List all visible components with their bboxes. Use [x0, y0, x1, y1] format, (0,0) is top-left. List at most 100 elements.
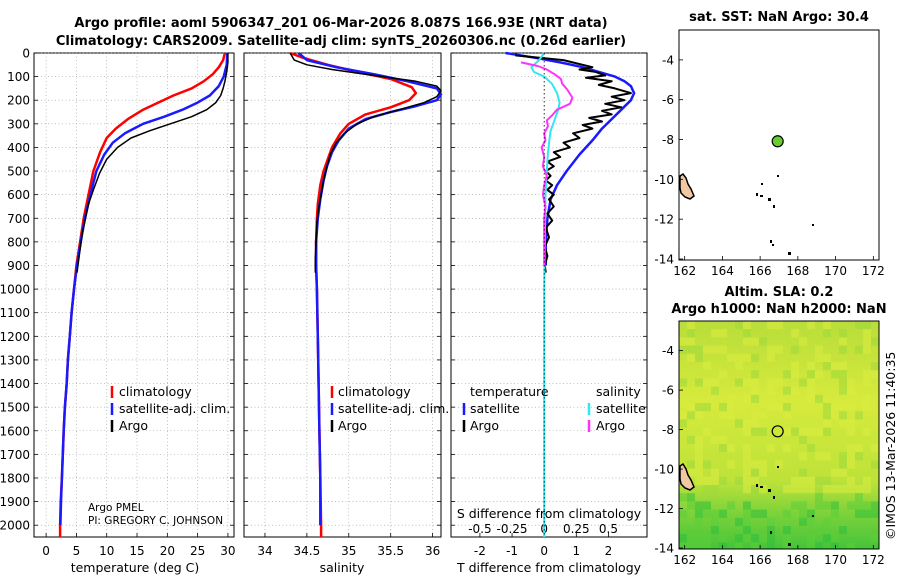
- island-shape: [770, 531, 772, 534]
- sla-cell: [815, 427, 823, 436]
- difference-legend: temperature satellite Argo salinity sate…: [462, 384, 646, 433]
- sla-cell: [871, 337, 879, 346]
- sla-cell: [735, 419, 743, 428]
- sla-cell: [743, 534, 751, 543]
- depth-tick-label: 0: [22, 47, 30, 61]
- sla-cell: [783, 509, 791, 518]
- lon-tick-label: 166: [749, 553, 772, 567]
- lat-tick-label: -8: [662, 423, 674, 437]
- sla-cell: [759, 509, 767, 518]
- depth-tick-label: 1600: [0, 424, 30, 438]
- x-tick-label: 15: [129, 544, 144, 558]
- sla-cell: [799, 476, 807, 485]
- sla-cell: [727, 403, 735, 412]
- figure-title-line2: Climatology: CARS2009. Satellite-adj cli…: [56, 34, 626, 49]
- series-line-argo: [520, 61, 574, 266]
- sla-cell: [703, 509, 711, 518]
- salinity-grid: [244, 52, 441, 537]
- sla-cell: [711, 485, 719, 494]
- sla-cell: [839, 460, 847, 469]
- s-diff-tick-label: 0.25: [563, 522, 590, 536]
- island-shape: [812, 224, 814, 226]
- island-shape: [756, 484, 758, 487]
- island-shape: [760, 486, 763, 488]
- sla-cell: [855, 493, 863, 502]
- sla-cell: [783, 411, 791, 420]
- sla-cell: [687, 353, 695, 362]
- depth-tick-label: 1100: [0, 306, 30, 320]
- sla-cell: [679, 493, 687, 502]
- lon-tick-label: 172: [862, 553, 885, 567]
- sla-cell: [831, 501, 839, 510]
- sla-cell: [783, 444, 791, 453]
- lon-tick-label: 164: [711, 264, 734, 278]
- sla-cell: [743, 501, 751, 510]
- sla-cell: [783, 534, 791, 543]
- sla-cell: [703, 501, 711, 510]
- t-diff-tick-label: 0: [540, 544, 548, 558]
- difference-series: [505, 51, 636, 537]
- lat-tick-label: -6: [662, 93, 674, 107]
- argo-location-marker[interactable]: [771, 135, 784, 148]
- lat-tick-label: -8: [662, 133, 674, 147]
- sla-cell: [823, 362, 831, 371]
- sla-cell: [687, 403, 695, 412]
- sla-cell: [695, 476, 703, 485]
- sla-cell: [791, 386, 799, 395]
- temperature-grid: [34, 52, 234, 537]
- sla-cell: [871, 460, 879, 469]
- depth-tick-label: 100: [7, 70, 30, 84]
- sla-cell: [807, 476, 815, 485]
- depth-tick-label: 2000: [0, 519, 30, 533]
- sla-cell: [751, 534, 759, 543]
- sla-cell: [863, 427, 871, 436]
- legend-s-argo-label: Argo: [596, 418, 625, 433]
- sla-cell: [839, 452, 847, 461]
- sla-cell: [695, 378, 703, 387]
- sla-cell: [807, 534, 815, 543]
- sla-cell: [855, 444, 863, 453]
- sla-map-title2: Argo h1000: NaN h2000: NaN: [671, 302, 886, 317]
- sla-cell: [791, 501, 799, 510]
- sla-cell: [839, 378, 847, 387]
- sla-cell: [719, 370, 727, 379]
- sla-cell: [695, 452, 703, 461]
- sla-cell: [719, 435, 727, 444]
- sla-cell: [831, 485, 839, 494]
- sla-cell: [783, 370, 791, 379]
- credit-line1: Argo PMEL: [88, 502, 144, 514]
- sla-cell: [823, 419, 831, 428]
- sst-map-coastlines: [679, 172, 814, 255]
- depth-tick-label: 1200: [0, 330, 30, 344]
- sla-cell: [847, 460, 855, 469]
- salinity-legend: climatology satellite-adj. clim. Argo: [330, 384, 449, 433]
- sla-cell: [679, 534, 687, 543]
- temperature-legend: climatology satellite-adj. clim. Argo: [110, 384, 230, 433]
- sla-cell: [751, 411, 759, 420]
- x-tick-label: 25: [190, 544, 205, 558]
- depth-tick-label: 1500: [0, 401, 30, 415]
- sla-cell: [743, 444, 751, 453]
- salinity-series: [289, 51, 443, 537]
- depth-tick-label: 600: [7, 188, 30, 202]
- sla-cell: [823, 452, 831, 461]
- island-shape: [773, 496, 775, 499]
- sla-cell: [807, 394, 815, 403]
- sla-cell: [735, 321, 743, 330]
- sla-cell: [871, 362, 879, 371]
- sla-cell: [767, 321, 775, 330]
- sla-cell: [831, 411, 839, 420]
- x-tick-label: 20: [160, 544, 175, 558]
- sla-cell: [871, 534, 879, 543]
- sla-cell: [775, 321, 783, 330]
- sla-cell: [695, 509, 703, 518]
- lat-tick-label: -12: [654, 502, 674, 516]
- sla-cell: [679, 419, 687, 428]
- island-shape: [760, 195, 763, 197]
- sla-cell: [695, 501, 703, 510]
- t-diff-tick-label: -1: [506, 544, 518, 558]
- argo-location-marker[interactable]: [771, 425, 784, 438]
- sla-cell: [703, 403, 711, 412]
- timestamp-stamp: ©IMOS 13-Mar-2026 11:40:35: [883, 352, 898, 540]
- sla-cell: [751, 419, 759, 428]
